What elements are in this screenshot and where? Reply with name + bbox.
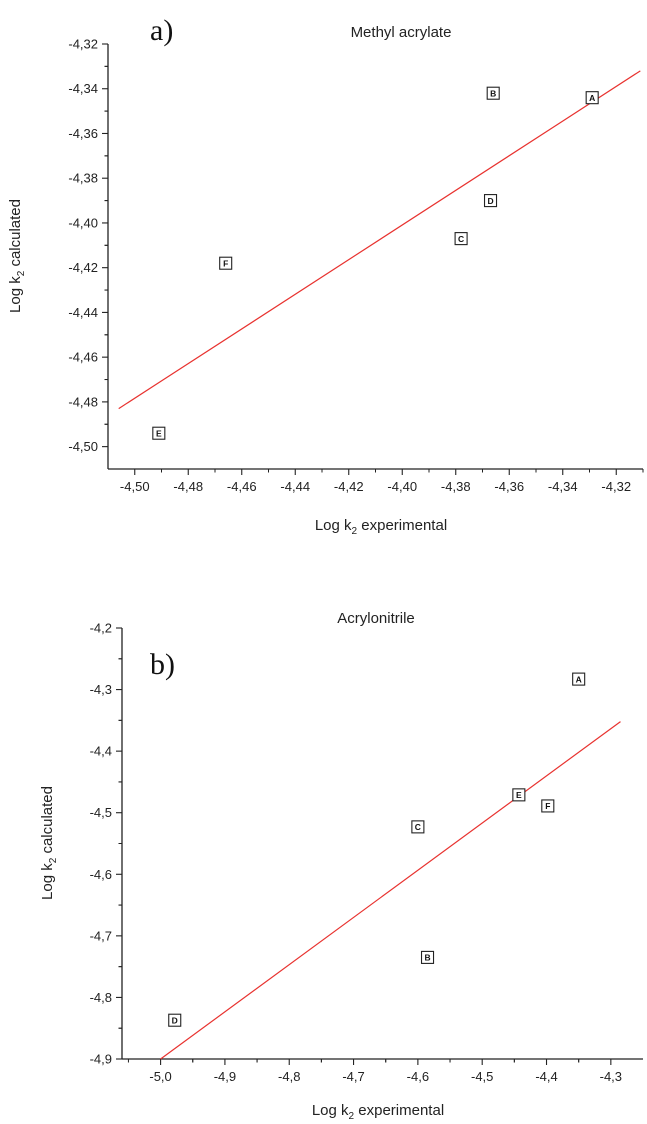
x-tick-label: -4,36 xyxy=(494,479,524,494)
point-marker xyxy=(152,426,166,440)
point-label: B xyxy=(424,953,430,963)
point-label: F xyxy=(223,258,228,268)
y-tick-label: -4,3 xyxy=(90,682,112,697)
x-tick-label: -4,5 xyxy=(471,1069,493,1084)
y-tick-label: -4,8 xyxy=(90,990,112,1005)
x-tick-label: -4,6 xyxy=(407,1069,429,1084)
y-tick-label: -4,9 xyxy=(90,1052,112,1067)
x-tick-label: -4,7 xyxy=(342,1069,364,1084)
y-tick-label: -4,4 xyxy=(90,744,112,759)
point-label: E xyxy=(156,428,162,438)
data-point-d: D xyxy=(168,1013,182,1027)
data-point-e: E xyxy=(152,426,166,440)
chart-acrylonitrile: -5,0 -4,9 -4,8 -4,7 -4,6 -4,5 -4,4 -4,3 -4,9 -4,8… xyxy=(39,610,643,1122)
data-point-f: F xyxy=(219,256,233,270)
point-marker xyxy=(585,91,599,105)
x-axis-label: Log k2 experimental xyxy=(315,517,447,537)
point-marker xyxy=(512,788,526,802)
data-point-b: B xyxy=(486,86,500,100)
regression-line xyxy=(160,721,621,1060)
x-tick-label: -4,38 xyxy=(441,479,471,494)
data-point-c: C xyxy=(454,232,468,246)
data-point-f: F xyxy=(541,799,555,813)
point-marker xyxy=(411,820,425,834)
point-marker xyxy=(420,950,435,964)
point-label: F xyxy=(545,801,550,811)
data-point-a: A xyxy=(572,672,586,686)
x-tick-label: -4,46 xyxy=(227,479,257,494)
point-label: D xyxy=(487,196,493,206)
x-tick-label: -4,9 xyxy=(214,1069,236,1084)
chart-title: Methyl acrylate xyxy=(351,24,452,41)
panel-label: b) xyxy=(150,648,175,681)
data-point-a: A xyxy=(585,91,599,105)
point-label: B xyxy=(490,88,496,98)
y-axis-label: Log k2 calculated xyxy=(39,786,59,900)
x-tick-label: -4,34 xyxy=(548,479,578,494)
data-point-b: B xyxy=(420,950,435,964)
x-tick-label: -5,0 xyxy=(149,1069,171,1084)
x-tick-label: -4,50 xyxy=(120,479,150,494)
x-tick-label: -4,44 xyxy=(280,479,310,494)
regression-line xyxy=(118,70,641,410)
x-tick-label: -4,3 xyxy=(600,1069,622,1084)
y-tick-label: -4,44 xyxy=(68,305,98,320)
point-marker xyxy=(541,799,555,813)
point-label: A xyxy=(589,93,595,103)
x-tick-label: -4,48 xyxy=(173,479,203,494)
y-tick-label: -4,50 xyxy=(68,439,98,454)
point-marker xyxy=(454,232,468,246)
x-tick-label: -4,32 xyxy=(601,479,631,494)
x-tick-label: -4,8 xyxy=(278,1069,300,1084)
y-tick-label: -4,38 xyxy=(68,171,98,186)
y-tick-label: -4,36 xyxy=(68,126,98,141)
point-label: C xyxy=(415,822,421,832)
y-tick-label: -4,6 xyxy=(90,867,112,882)
y-tick-label: -4,42 xyxy=(68,260,98,275)
y-tick-label: -4,48 xyxy=(68,394,98,409)
point-marker xyxy=(572,672,586,686)
point-marker xyxy=(483,194,498,208)
y-axis-label: Log k2 calculated xyxy=(7,199,27,313)
point-label: D xyxy=(172,1015,178,1025)
y-tick-label: -4,46 xyxy=(68,350,98,365)
point-label: C xyxy=(458,234,464,244)
chart-methyl-acrylate: -4,50 -4,48 -4,46 -4,44 -4,42 -4,40 -4,38 -4,36… xyxy=(7,14,644,537)
point-label: E xyxy=(516,790,522,800)
point-marker xyxy=(168,1013,182,1027)
x-tick-label: -4,42 xyxy=(334,479,364,494)
data-point-d: D xyxy=(483,194,498,208)
point-marker xyxy=(219,256,233,270)
x-tick-label: -4,4 xyxy=(535,1069,557,1084)
panel-label: a) xyxy=(150,14,173,47)
point-label: A xyxy=(576,674,582,684)
y-tick-label: -4,7 xyxy=(90,928,112,943)
x-tick-label: -4,40 xyxy=(387,479,417,494)
y-tick-label: -4,34 xyxy=(68,81,98,96)
chart-title: Acrylonitrile xyxy=(337,610,415,627)
data-point-c: C xyxy=(411,820,425,834)
x-axis-label: Log k2 experimental xyxy=(312,1102,444,1122)
point-marker xyxy=(486,86,500,100)
y-tick-label: -4,40 xyxy=(68,215,98,230)
y-tick-label: -4,5 xyxy=(90,805,112,820)
y-tick-label: -4,32 xyxy=(68,37,98,52)
y-tick-label: -4,2 xyxy=(90,621,112,636)
data-point-e: E xyxy=(512,788,526,802)
